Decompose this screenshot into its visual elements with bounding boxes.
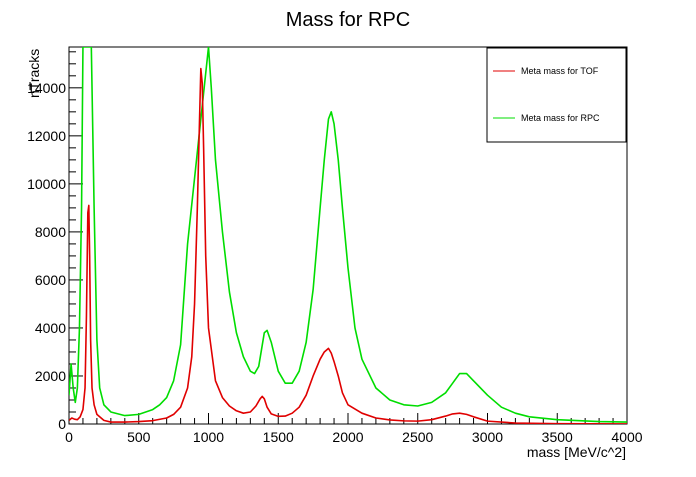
series-line-tof <box>69 67 627 424</box>
y-tick-label: 12000 <box>27 128 66 144</box>
chart-title: Mass for RPC <box>286 9 410 31</box>
legend-label-rpc: Meta mass for RPC <box>521 113 600 123</box>
y-axis-ticks <box>69 51 83 425</box>
x-tick-label: 2500 <box>402 429 433 445</box>
y-axis-label: nTracks <box>26 49 42 98</box>
x-tick-label: 2000 <box>332 429 363 445</box>
y-tick-label: 4000 <box>35 320 66 336</box>
series-line-rpc <box>69 47 627 423</box>
x-tick-label: 3000 <box>472 429 503 445</box>
y-tick-label: 0 <box>58 416 66 432</box>
x-tick-label: 4000 <box>611 429 642 445</box>
legend-label-tof: Meta mass for TOF <box>521 66 599 76</box>
x-tick-label: 1000 <box>193 429 224 445</box>
x-axis-label: mass [MeV/c^2] <box>527 444 626 460</box>
y-tick-label: 6000 <box>35 272 66 288</box>
legend-box <box>486 47 627 143</box>
y-tick-label: 10000 <box>27 176 66 192</box>
y-axis-tick-labels: 0 2000 4000 6000 8000 10000 12000 14000 <box>27 80 66 432</box>
x-tick-label: 1500 <box>263 429 294 445</box>
y-tick-label: 8000 <box>35 224 66 240</box>
series-layer <box>69 47 627 424</box>
x-axis-tick-labels: 0 500 1000 1500 2000 2500 3000 3500 4000 <box>65 429 643 445</box>
x-tick-label: 500 <box>127 429 151 445</box>
x-tick-label: 3500 <box>542 429 573 445</box>
x-tick-label: 0 <box>65 429 73 445</box>
legend: Meta mass for TOF Meta mass for RPC <box>486 47 627 143</box>
y-tick-label: 2000 <box>35 368 66 384</box>
y-tick-label: 14000 <box>27 80 66 96</box>
